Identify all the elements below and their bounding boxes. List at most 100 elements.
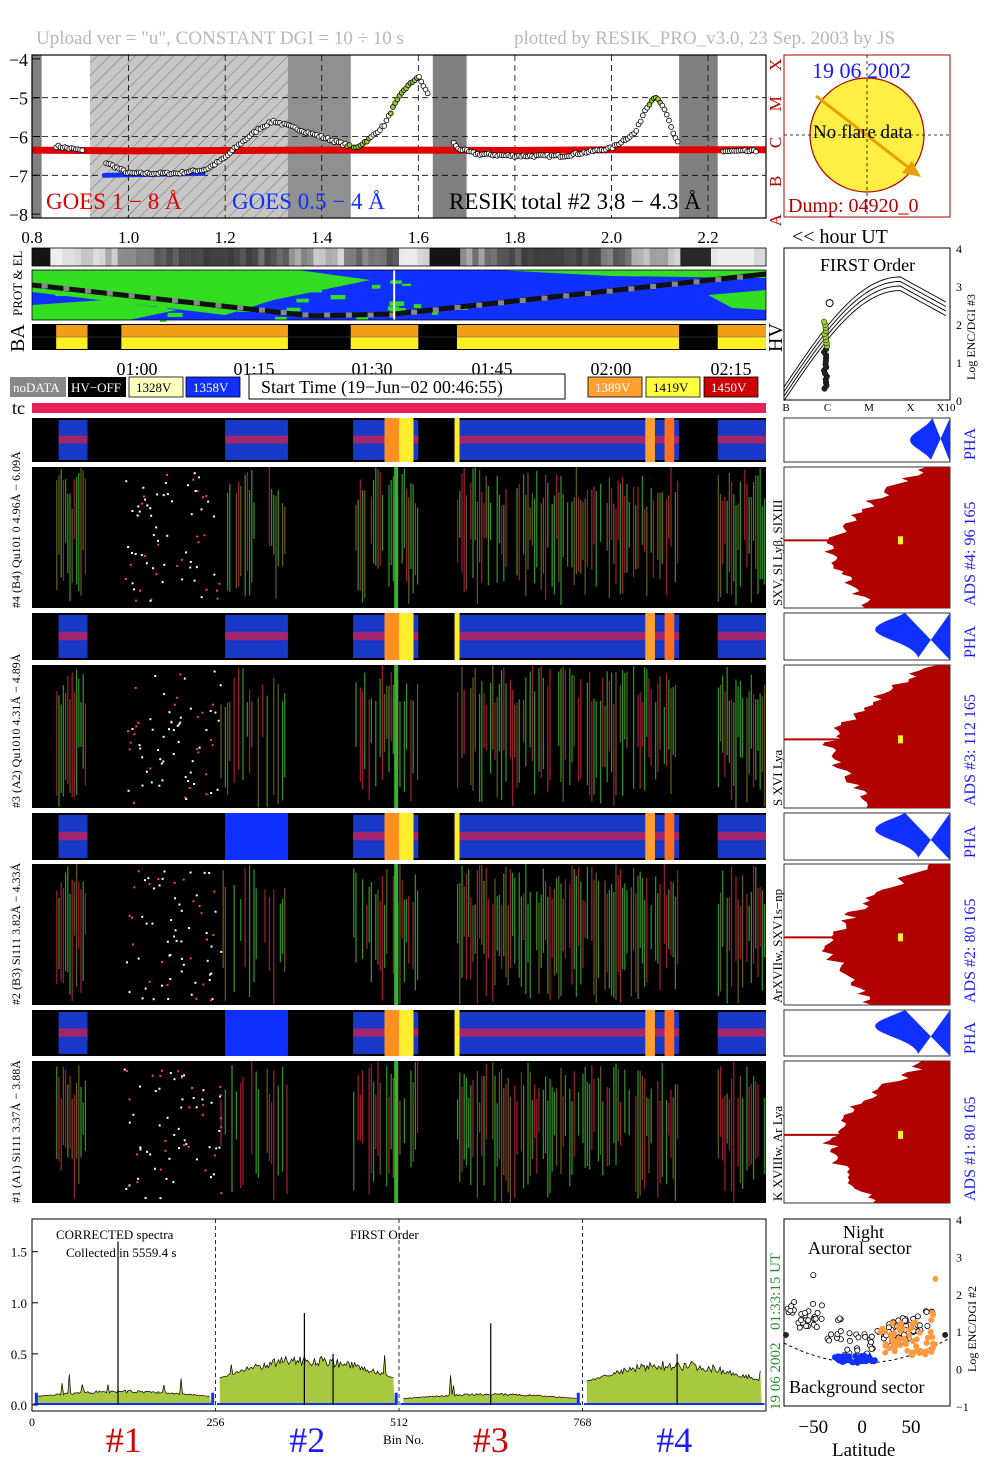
activity-stripe bbox=[573, 497, 575, 585]
activity-stripe bbox=[483, 503, 485, 539]
activity-stripe bbox=[752, 694, 755, 788]
trajectory-mark bbox=[172, 298, 179, 303]
gray-cell bbox=[178, 248, 186, 266]
activity-point bbox=[138, 589, 141, 592]
activity-stripe bbox=[69, 699, 71, 793]
activity-point bbox=[176, 724, 179, 727]
legend-1450v: 1450V bbox=[711, 380, 747, 395]
activity-stripe bbox=[670, 688, 672, 795]
gray-cell bbox=[496, 248, 504, 266]
activity-stripe bbox=[724, 691, 726, 777]
activity-point bbox=[196, 489, 199, 492]
activity-point bbox=[147, 877, 150, 880]
trajectory-mark bbox=[671, 281, 678, 287]
activity-point bbox=[160, 1069, 163, 1072]
activity-stripe bbox=[381, 495, 384, 551]
activity-point bbox=[183, 677, 186, 680]
resik-point bbox=[640, 112, 646, 119]
activity-stripe bbox=[755, 475, 757, 570]
activity-point bbox=[216, 788, 219, 791]
activity-point bbox=[162, 735, 165, 738]
latitude-auroral-point bbox=[892, 1343, 899, 1350]
latitude-background-point bbox=[863, 1357, 870, 1364]
channel-label: #4 (B4) Qu101 0 4.96Å − 6.09Å bbox=[9, 451, 23, 608]
resik-point bbox=[661, 106, 668, 113]
gray-cell bbox=[723, 248, 730, 266]
activity-stripe bbox=[465, 495, 468, 590]
activity-stripe bbox=[459, 882, 461, 1005]
gray-cell bbox=[172, 248, 180, 266]
resik-point bbox=[346, 142, 353, 148]
activity-stripe bbox=[755, 866, 757, 949]
activity-stripe bbox=[676, 480, 679, 564]
activity-stripe bbox=[553, 888, 556, 976]
activity-point bbox=[198, 476, 201, 479]
activity-stripe bbox=[483, 880, 485, 955]
activity-stripe bbox=[496, 896, 498, 951]
activity-stripe bbox=[674, 684, 677, 757]
activity-point bbox=[201, 1113, 204, 1116]
gray-cell bbox=[337, 248, 345, 266]
activity-stripe bbox=[654, 876, 657, 961]
activity-stripe bbox=[540, 503, 542, 590]
activity-stripe bbox=[257, 697, 260, 808]
activity-stripe bbox=[82, 674, 84, 769]
activity-stripe bbox=[60, 882, 62, 982]
activity-point bbox=[208, 872, 211, 875]
activity-stripe bbox=[628, 501, 630, 548]
activity-stripe bbox=[408, 895, 410, 964]
activity-stripe bbox=[668, 495, 670, 539]
activity-stripe bbox=[370, 881, 373, 983]
spectrum-edge bbox=[211, 1392, 215, 1405]
activity-point bbox=[167, 728, 170, 731]
activity-stripe bbox=[224, 887, 227, 1001]
pha-line bbox=[717, 631, 766, 641]
activity-stripe bbox=[67, 675, 69, 785]
activity-point bbox=[198, 746, 201, 749]
activity-stripe bbox=[606, 503, 608, 551]
activity-stripe bbox=[496, 696, 498, 798]
activity-point bbox=[159, 1197, 162, 1200]
activity-stripe bbox=[58, 1076, 60, 1162]
resik-point bbox=[424, 90, 431, 97]
trajectory-mark bbox=[367, 312, 374, 318]
activity-stripe bbox=[511, 689, 514, 807]
activity-stripe bbox=[632, 867, 635, 950]
resik-point bbox=[637, 118, 644, 125]
activity-stripe bbox=[737, 503, 739, 551]
activity-stripe bbox=[553, 495, 556, 595]
latitude-auroral-point bbox=[896, 1335, 903, 1342]
activity-point bbox=[216, 597, 219, 600]
activity-stripe bbox=[489, 683, 492, 774]
activity-stripe bbox=[257, 1089, 260, 1178]
activity-stripe bbox=[571, 1101, 573, 1175]
activity-point bbox=[140, 554, 143, 557]
activity-point bbox=[139, 1146, 142, 1149]
activity-stripe bbox=[71, 672, 73, 798]
activity-stripe bbox=[637, 875, 639, 1000]
latitude-auroral-point bbox=[916, 1329, 923, 1336]
activity-stripe bbox=[676, 870, 679, 965]
activity-stripe bbox=[226, 493, 229, 591]
activity-stripe bbox=[746, 1066, 748, 1171]
activity-stripe bbox=[635, 1095, 637, 1192]
activity-stripe bbox=[361, 1070, 364, 1144]
activity-stripe bbox=[746, 697, 748, 803]
activity-stripe bbox=[483, 1076, 485, 1186]
ads-side-fill bbox=[822, 1061, 950, 1203]
latitude-point bbox=[813, 1324, 820, 1331]
activity-stripe bbox=[529, 891, 531, 999]
latitude-auroral-point bbox=[923, 1339, 930, 1346]
activity-point bbox=[158, 1087, 161, 1090]
gray-cell bbox=[717, 248, 724, 266]
activity-point bbox=[148, 882, 151, 885]
activity-stripe bbox=[562, 494, 564, 558]
gray-cell bbox=[160, 248, 168, 266]
activity-stripe bbox=[722, 675, 724, 753]
activity-stripe bbox=[273, 494, 275, 555]
gray-cell bbox=[142, 248, 149, 266]
activity-stripe bbox=[621, 887, 624, 970]
gray-cell bbox=[38, 248, 45, 266]
pha-side-fill bbox=[875, 1010, 950, 1056]
